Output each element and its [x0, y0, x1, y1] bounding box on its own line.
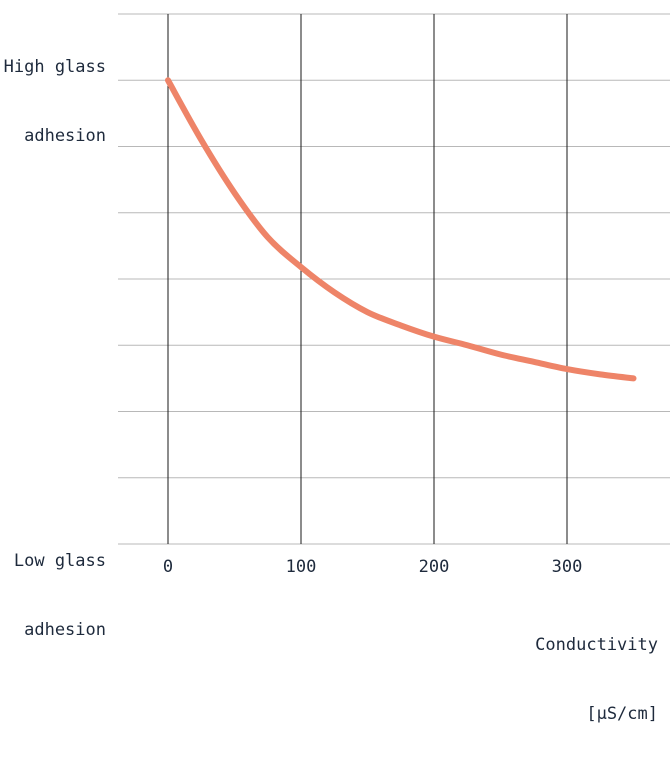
- y-top-label-line2: adhesion: [24, 126, 106, 146]
- y-bottom-label-line2: adhesion: [24, 620, 106, 640]
- x-tick-label: 300: [552, 557, 583, 577]
- plot-area: 0 100 200 300: [118, 13, 670, 577]
- y-bottom-label-line1: Low glass: [13, 551, 106, 571]
- x-axis-title: Conductivity [µS/cm]: [535, 588, 658, 772]
- y-bottom-label: Low glass adhesion: [0, 504, 106, 688]
- x-tick-label: 100: [286, 557, 317, 577]
- x-axis-unit: [µS/cm]: [586, 704, 658, 724]
- chart: 0 100 200 300 High glass adhesion Low glass…: [0, 10, 670, 724]
- x-tick-label: 200: [419, 557, 450, 577]
- y-top-label-line1: High glass: [3, 57, 106, 77]
- x-tick-label: 0: [163, 557, 173, 577]
- y-top-label: High glass adhesion: [0, 10, 106, 194]
- series-line: [165, 77, 637, 382]
- x-axis-label: Conductivity: [535, 635, 658, 655]
